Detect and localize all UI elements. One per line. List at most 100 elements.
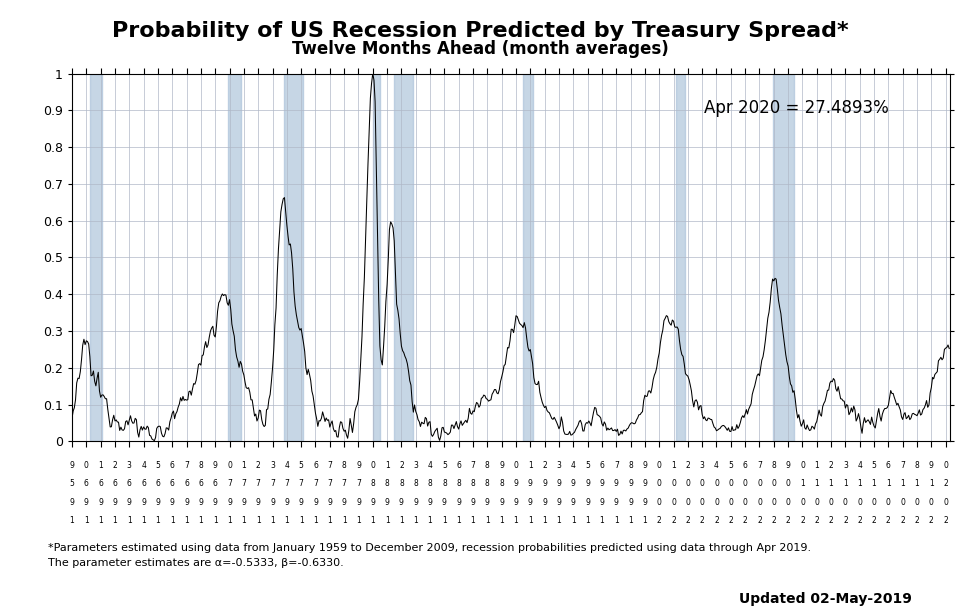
Text: 9: 9 [514,479,518,489]
Text: 6: 6 [127,479,132,489]
Text: 9: 9 [98,498,103,507]
Text: 5: 5 [156,461,160,470]
Text: 0: 0 [828,498,833,507]
Text: 2: 2 [828,516,833,525]
Text: 1: 1 [327,516,332,525]
Text: 8: 8 [499,479,504,489]
Text: 1: 1 [514,516,518,525]
Text: Apr 2020 = 27.4893%: Apr 2020 = 27.4893% [705,99,889,117]
Text: 0: 0 [657,461,661,470]
Text: 9: 9 [213,461,218,470]
Text: 9: 9 [284,498,289,507]
Bar [228,74,242,441]
Text: 8: 8 [628,461,633,470]
Text: 2: 2 [743,516,748,525]
Text: 6: 6 [141,479,146,489]
Text: 0: 0 [743,498,748,507]
Text: 2: 2 [700,516,705,525]
Text: 9: 9 [514,498,518,507]
Text: 7: 7 [299,479,303,489]
Text: 9: 9 [399,498,404,507]
Text: 0: 0 [886,498,891,507]
Text: 6: 6 [112,479,117,489]
Text: 3: 3 [127,461,132,470]
Text: 1: 1 [371,516,375,525]
Text: 1: 1 [342,516,347,525]
Text: 9: 9 [127,498,132,507]
Text: 9: 9 [929,461,934,470]
Text: 1: 1 [385,461,390,470]
Text: 0: 0 [814,498,819,507]
Text: 9: 9 [141,498,146,507]
Text: 1: 1 [199,516,204,525]
Text: 0: 0 [900,498,905,507]
Bar [395,74,414,441]
Text: 8: 8 [456,479,461,489]
Text: 1: 1 [872,479,876,489]
Text: 0: 0 [714,479,719,489]
Text: 8: 8 [442,479,446,489]
Text: 0: 0 [671,498,676,507]
Text: 7: 7 [327,461,332,470]
Text: 9: 9 [342,498,347,507]
Text: Twelve Months Ahead (month averages): Twelve Months Ahead (month averages) [292,40,668,58]
Text: 5: 5 [872,461,876,470]
Text: 0: 0 [685,498,690,507]
Text: 2: 2 [729,516,733,525]
Text: *Parameters estimated using data from January 1959 to December 2009, recession p: *Parameters estimated using data from Ja… [48,543,811,552]
Text: 9: 9 [628,479,633,489]
Text: 9: 9 [199,498,204,507]
Text: 9: 9 [528,498,533,507]
Text: 0: 0 [371,461,375,470]
Text: 6: 6 [170,461,175,470]
Text: 0: 0 [944,461,948,470]
Text: 1: 1 [299,516,303,525]
Text: 5: 5 [442,461,446,470]
Text: 1: 1 [170,516,175,525]
Text: 1: 1 [112,516,117,525]
Text: 7: 7 [255,479,260,489]
Text: 9: 9 [499,461,504,470]
Text: 8: 8 [915,461,920,470]
Text: 1: 1 [98,461,103,470]
Text: 1: 1 [84,516,88,525]
Text: 1: 1 [156,516,160,525]
Text: 1: 1 [600,516,604,525]
Text: 1: 1 [213,516,218,525]
Text: 8: 8 [399,479,404,489]
Text: 5: 5 [729,461,733,470]
Text: 0: 0 [657,479,661,489]
Text: 1: 1 [571,516,576,525]
Text: 1: 1 [127,516,132,525]
Text: 2: 2 [112,461,117,470]
Text: 8: 8 [414,479,419,489]
Text: 9: 9 [542,479,547,489]
Text: 7: 7 [342,479,347,489]
Text: 9: 9 [557,479,562,489]
Text: 1: 1 [228,516,232,525]
Text: 9: 9 [586,479,590,489]
Text: 0: 0 [771,479,777,489]
Text: 2: 2 [828,461,833,470]
Text: 4: 4 [141,461,146,470]
Text: 8: 8 [772,461,777,470]
Text: 6: 6 [213,479,218,489]
Text: 0: 0 [743,479,748,489]
Bar [284,74,303,441]
Text: 2: 2 [255,461,260,470]
Text: 2: 2 [900,516,905,525]
Text: 9: 9 [642,479,647,489]
Text: 3: 3 [414,461,419,470]
Text: 1: 1 [313,516,318,525]
Text: 2: 2 [542,461,547,470]
Text: 9: 9 [571,479,576,489]
Text: 2: 2 [757,516,762,525]
Text: 0: 0 [843,498,848,507]
Text: 1: 1 [470,516,475,525]
Text: 9: 9 [385,498,390,507]
Text: 0: 0 [714,498,719,507]
Text: 7: 7 [184,461,189,470]
Text: 3: 3 [557,461,562,470]
Text: 3: 3 [843,461,848,470]
Text: 7: 7 [284,479,289,489]
